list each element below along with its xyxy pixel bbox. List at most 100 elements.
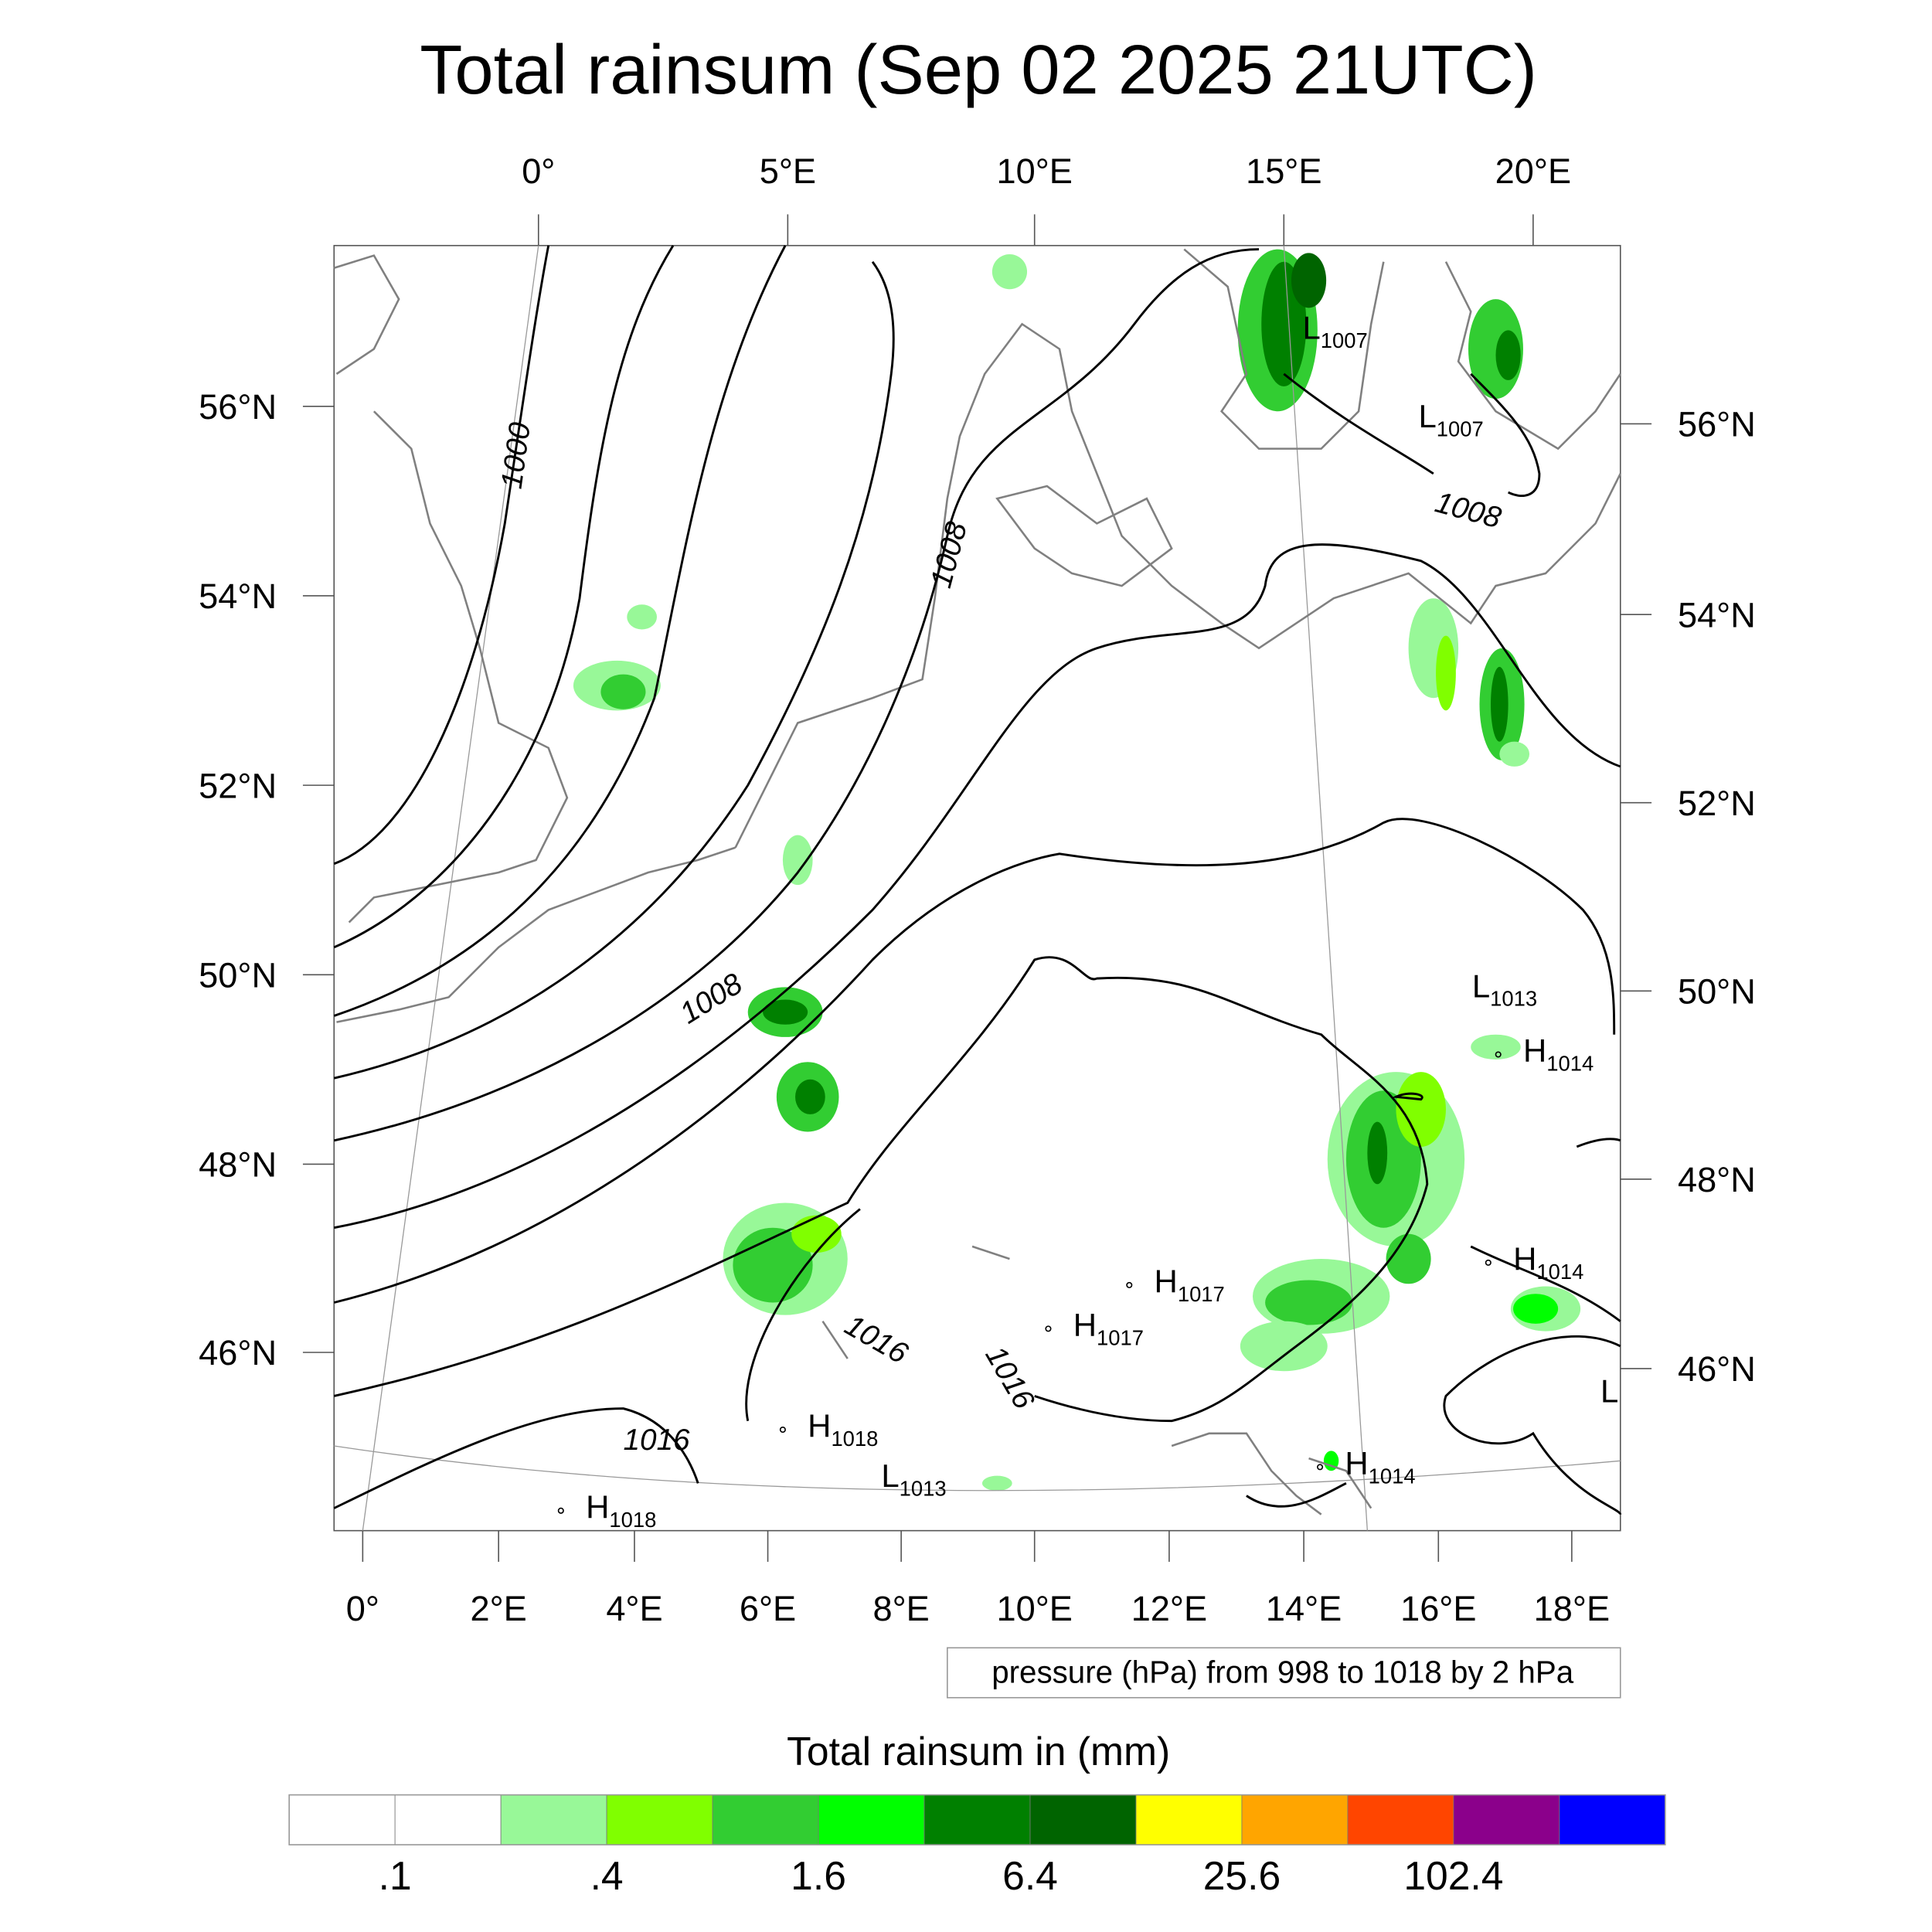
pressure-center-label: H1014 — [1513, 1241, 1583, 1284]
top-axis: 0° 5°E 10°E 15°E 20°E — [522, 151, 1571, 246]
rain-area — [1436, 635, 1456, 711]
rain-area — [1367, 1121, 1388, 1185]
right-lat-label: 56°N — [1678, 405, 1756, 444]
center-value: 1013 — [1490, 987, 1537, 1011]
bottom-lon-label: 8°E — [872, 1589, 929, 1628]
bottom-lon-label: 2°E — [471, 1589, 527, 1628]
bottom-lon-label: 6°E — [740, 1589, 796, 1628]
colorbar-title: Total rainsum in (mm) — [787, 1729, 1170, 1774]
colorbar-swatch — [606, 1794, 713, 1845]
top-lon-label: 0° — [522, 151, 555, 191]
colorbar: Total rainsum in (mm) .1 .4 1.6 6.4 25.6 102.… — [288, 1729, 1666, 1898]
rain-area — [600, 674, 646, 709]
left-lat-label: 54°N — [199, 577, 277, 616]
pressure-center-label: L — [1600, 1373, 1618, 1410]
right-lat-label: 54°N — [1678, 595, 1756, 634]
left-lat-label: 50°N — [199, 955, 277, 995]
bottom-lon-label: 0° — [346, 1589, 379, 1628]
contour-label: 1016 — [623, 1423, 690, 1457]
center-value: 1018 — [831, 1427, 878, 1451]
colorbar-label: .4 — [590, 1853, 624, 1898]
colorbar-swatch — [288, 1794, 396, 1845]
bottom-axis: 0° 2°E 4°E 6°E 8°E 10°E 12°E 14°E 16°E 18°E — [346, 1530, 1610, 1628]
right-lat-label: 52°N — [1678, 784, 1756, 823]
coastlines — [333, 248, 1621, 1515]
colorbar-swatch — [1347, 1794, 1454, 1845]
left-axis: 56°N 54°N 52°N 50°N 48°N 46°N — [199, 387, 335, 1372]
bottom-lon-label: 18°E — [1534, 1589, 1610, 1628]
center-type: H — [1513, 1241, 1536, 1277]
colorbar-swatch — [1453, 1794, 1560, 1845]
pressure-center-label: H1014 — [1345, 1445, 1415, 1488]
rain-area — [795, 1079, 825, 1114]
center-type: H — [1523, 1032, 1546, 1069]
bottom-lon-label: 14°E — [1266, 1589, 1342, 1628]
colorbar-swatch — [818, 1794, 925, 1845]
colorbar-swatch — [1029, 1794, 1137, 1845]
colorbar-swatch — [1135, 1794, 1243, 1845]
center-value: 1014 — [1369, 1464, 1416, 1488]
center-type: L — [1600, 1373, 1618, 1410]
left-lat-label: 52°N — [199, 766, 277, 805]
rain-area — [1499, 741, 1530, 767]
pressure-center-label: L1007 — [1302, 310, 1367, 352]
center-type: H — [586, 1489, 609, 1526]
graticule — [334, 245, 1621, 1531]
rain-area — [981, 1475, 1012, 1492]
pressure-centers: L1007L1007L1013H1014H1014LH1017H1017H101… — [557, 310, 1618, 1532]
right-lat-label: 50°N — [1678, 971, 1756, 1011]
right-lat-label: 48°N — [1678, 1160, 1756, 1199]
center-value: 1014 — [1546, 1051, 1594, 1075]
rain-area — [627, 604, 657, 630]
colorbar-swatch — [712, 1794, 819, 1845]
center-value: 1017 — [1097, 1325, 1144, 1349]
right-axis: 56°N 54°N 52°N 50°N 48°N 46°N — [1620, 405, 1756, 1389]
colorbar-label: 25.6 — [1203, 1853, 1281, 1898]
center-value: 1013 — [900, 1476, 947, 1500]
rain-area — [1265, 1280, 1352, 1325]
figure-title: Total rainsum (Sep 02 2025 21UTC) — [420, 31, 1537, 109]
center-value: 1007 — [1321, 328, 1368, 352]
bottom-lon-label: 10°E — [997, 1589, 1073, 1628]
pressure-center-label: H1018 — [586, 1489, 656, 1532]
center-value: 1007 — [1437, 417, 1484, 441]
center-type: L — [1472, 968, 1490, 1004]
top-lon-label: 10°E — [997, 151, 1073, 191]
top-lon-label: 15°E — [1246, 151, 1321, 191]
colorbar-label: 1.6 — [791, 1853, 846, 1898]
bottom-lon-label: 16°E — [1400, 1589, 1476, 1628]
colorbar-label: .1 — [379, 1853, 412, 1898]
top-lon-label: 20°E — [1495, 151, 1571, 191]
center-value: 1018 — [609, 1508, 656, 1532]
rain-area — [1495, 330, 1521, 380]
colorbar-label: 102.4 — [1403, 1853, 1503, 1898]
rain-area — [1471, 1034, 1521, 1060]
rain-area — [791, 1215, 842, 1253]
colorbar-swatch — [1241, 1794, 1349, 1845]
rain-area — [1240, 1321, 1328, 1372]
pressure-center-label: H1017 — [1073, 1307, 1144, 1349]
rain-area — [1386, 1233, 1431, 1284]
rain-area — [763, 999, 808, 1025]
colorbar-swatch — [923, 1794, 1031, 1845]
top-lon-label: 5°E — [760, 151, 816, 191]
bottom-lon-label: 12°E — [1131, 1589, 1207, 1628]
rain-area — [782, 835, 813, 886]
rain-area — [1291, 253, 1327, 308]
left-lat-label: 48°N — [199, 1145, 277, 1185]
rain-area — [1396, 1072, 1446, 1147]
bottom-lon-label: 4°E — [606, 1589, 662, 1628]
isobars — [333, 244, 1622, 1515]
center-type: H — [1155, 1264, 1178, 1300]
pressure-center-label: L1013 — [1472, 968, 1537, 1010]
pressure-center-label: L1007 — [1418, 398, 1483, 440]
center-type: H — [1073, 1307, 1097, 1343]
center-type: H — [808, 1408, 831, 1444]
rain-area — [1323, 1451, 1339, 1471]
center-value: 1014 — [1536, 1260, 1583, 1284]
rain-area — [1491, 666, 1509, 742]
center-type: L — [881, 1458, 899, 1494]
colorbar-swatch — [1559, 1794, 1666, 1845]
right-lat-label: 46°N — [1678, 1349, 1756, 1389]
